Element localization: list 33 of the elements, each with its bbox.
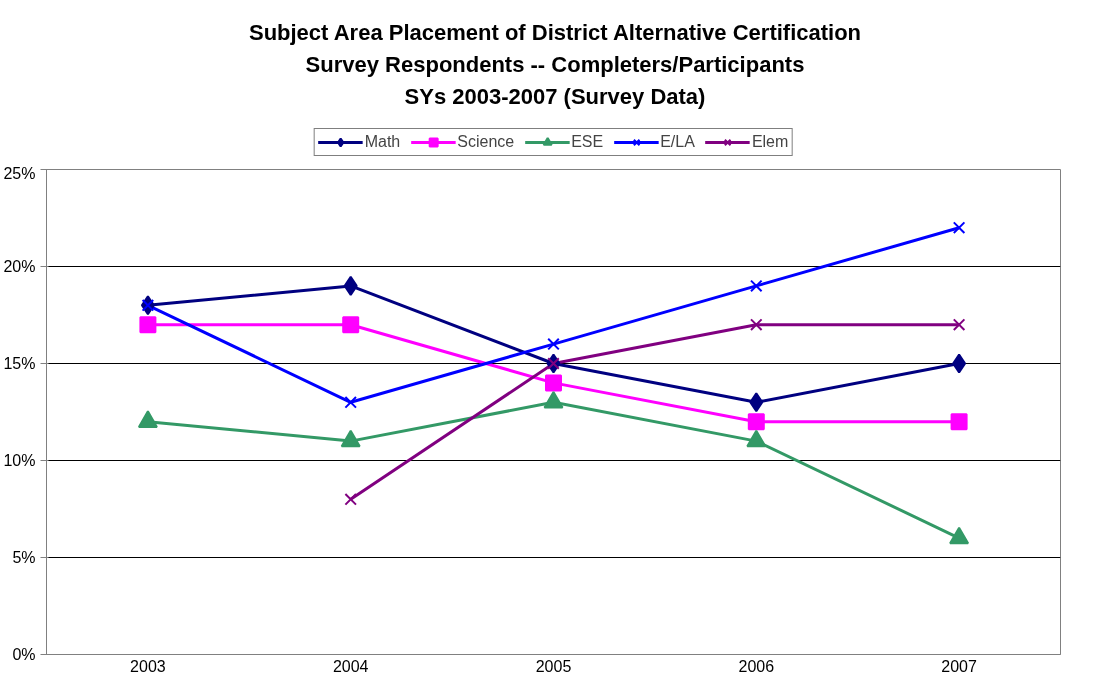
point	[545, 374, 562, 392]
x-tick-label: 2006	[738, 657, 775, 675]
x-tick-label: 2007	[941, 657, 977, 675]
x-tick-label: 2003	[130, 657, 166, 675]
y-tick-label: 5%	[12, 549, 36, 566]
y-tick-label: 20%	[3, 258, 36, 275]
point	[749, 392, 764, 413]
legend-label: Science	[457, 133, 515, 151]
point	[547, 337, 560, 351]
point	[952, 221, 966, 234]
x-tick-label: 2005	[535, 657, 572, 675]
point	[747, 413, 765, 431]
y-tick-label: 15%	[3, 355, 36, 372]
point	[952, 353, 967, 374]
legend-label: ESE	[571, 133, 604, 151]
x-tick-label: 2004	[332, 657, 369, 675]
point	[952, 318, 966, 331]
legend-label: Elem	[751, 133, 789, 151]
point	[344, 396, 357, 409]
legend-label: E/LA	[660, 133, 695, 151]
chart-title: Subject Area Placement of District Alternative Certification Survey Respondents -- Completers/Participants SYs 2003-2007 (Survey Data)	[248, 19, 862, 111]
legend-label: Math	[364, 133, 401, 151]
point	[342, 316, 360, 334]
point	[950, 413, 968, 431]
point	[750, 279, 763, 293]
point	[139, 316, 157, 334]
y-tick-label: 10%	[3, 452, 36, 469]
point	[343, 275, 358, 296]
y-tick-label: 0%	[12, 646, 36, 663]
y-tick-label: 25%	[3, 164, 36, 182]
point	[344, 493, 357, 506]
point	[141, 299, 155, 312]
point	[750, 318, 763, 331]
